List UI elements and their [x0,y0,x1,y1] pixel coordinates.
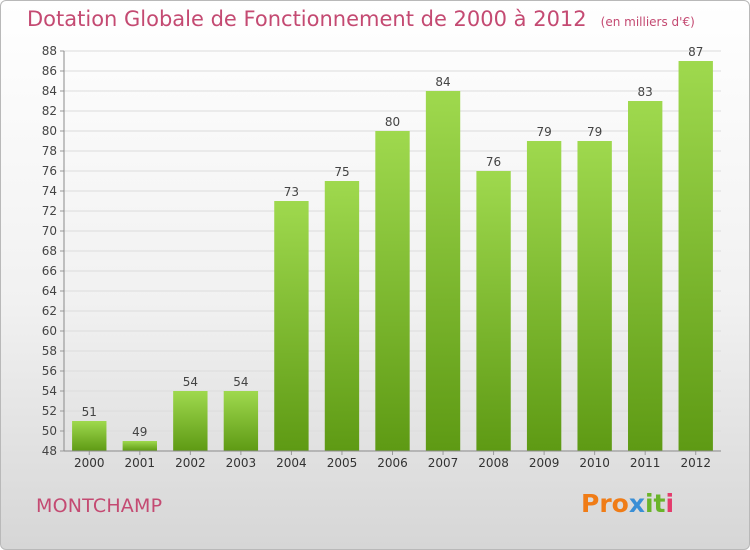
y-tick-label: 64 [42,284,57,298]
y-tick-label: 50 [42,424,57,438]
bar-2000 [72,421,107,451]
bar-value-label: 76 [486,155,501,169]
x-tick-label: 2002 [175,456,206,470]
y-tick-label: 74 [42,184,57,198]
y-tick-label: 86 [42,64,57,78]
chart-subtitle: (en milliers d'€) [600,15,695,29]
y-tick-label: 78 [42,144,57,158]
bar-2004 [274,201,309,451]
bar-2001 [122,441,157,451]
bar-2008 [476,171,511,451]
bar-2006 [375,131,410,451]
x-tick-label: 2003 [226,456,257,470]
y-tick-label: 58 [42,344,57,358]
bar-2002 [173,391,208,451]
x-axis-ticks: 2000 2001 2002 2003 2004 2005 2006 2007 2008 2009… [74,451,711,470]
logo-part-2: x [628,489,645,518]
bar-value-label: 83 [638,85,653,99]
bar-value-label: 80 [385,115,400,129]
x-tick-label: 2007 [428,456,459,470]
y-tick-label: 62 [42,304,57,318]
bar-2003 [223,391,259,451]
x-tick-label: 2010 [579,456,610,470]
y-tick-label: 66 [42,264,57,278]
bar-2009 [526,141,562,451]
y-tick-label: 88 [42,44,57,58]
y-tick-label: 52 [42,404,57,418]
x-tick-label: 2012 [680,456,711,470]
y-tick-label: 76 [42,164,57,178]
bar-value-label: 54 [183,375,198,389]
x-tick-label: 2001 [125,456,156,470]
bar-value-label: 79 [536,125,551,139]
bar-2005 [324,181,360,451]
bar-2011 [628,101,663,451]
bar-value-label: 49 [132,425,147,439]
bar-2007 [425,91,461,451]
bar-2012 [678,61,713,451]
bars: 51 49 54 54 73 75 80 84 76 79 79 83 87 [72,45,713,451]
bar-value-label: 54 [233,375,248,389]
bar-value-label: 51 [82,405,97,419]
y-tick-label: 82 [42,104,57,118]
chart-title: Dotation Globale de Fonctionnement de 20… [27,7,695,31]
x-tick-label: 2009 [529,456,560,470]
y-tick-label: 70 [42,224,57,238]
bar-value-label: 75 [334,165,349,179]
axes [63,51,721,452]
y-tick-label: 54 [42,384,57,398]
x-tick-label: 2008 [478,456,509,470]
commune-name: MONTCHAMP [36,495,163,517]
bar-value-label: 73 [284,185,299,199]
y-tick-label: 68 [42,244,57,258]
bar-2010 [577,141,612,451]
logo-part-4: i [665,489,675,518]
x-tick-label: 2004 [276,456,307,470]
x-tick-label: 2000 [74,456,105,470]
logo-part-1: Pro [581,489,629,518]
y-tick-label: 72 [42,204,57,218]
logo-part-3: it [644,489,666,518]
bar-value-label: 79 [587,125,602,139]
bar-value-label: 84 [435,75,450,89]
y-tick-label: 84 [42,84,57,98]
y-tick-label: 56 [42,364,57,378]
proxiti-logo: Proxiti [581,489,674,518]
y-axis-ticks: 48 50 52 54 56 58 60 62 64 66 68 70 72 74 76 78 80 82 84 86… [42,44,64,458]
y-tick-label: 60 [42,324,57,338]
y-tick-label: 80 [42,124,57,138]
chart-title-text: Dotation Globale de Fonctionnement de 20… [27,7,587,31]
x-tick-label: 2011 [630,456,661,470]
x-tick-label: 2005 [327,456,358,470]
y-tick-label: 48 [42,444,57,458]
bar-value-label: 87 [688,45,703,59]
x-tick-label: 2006 [377,456,408,470]
